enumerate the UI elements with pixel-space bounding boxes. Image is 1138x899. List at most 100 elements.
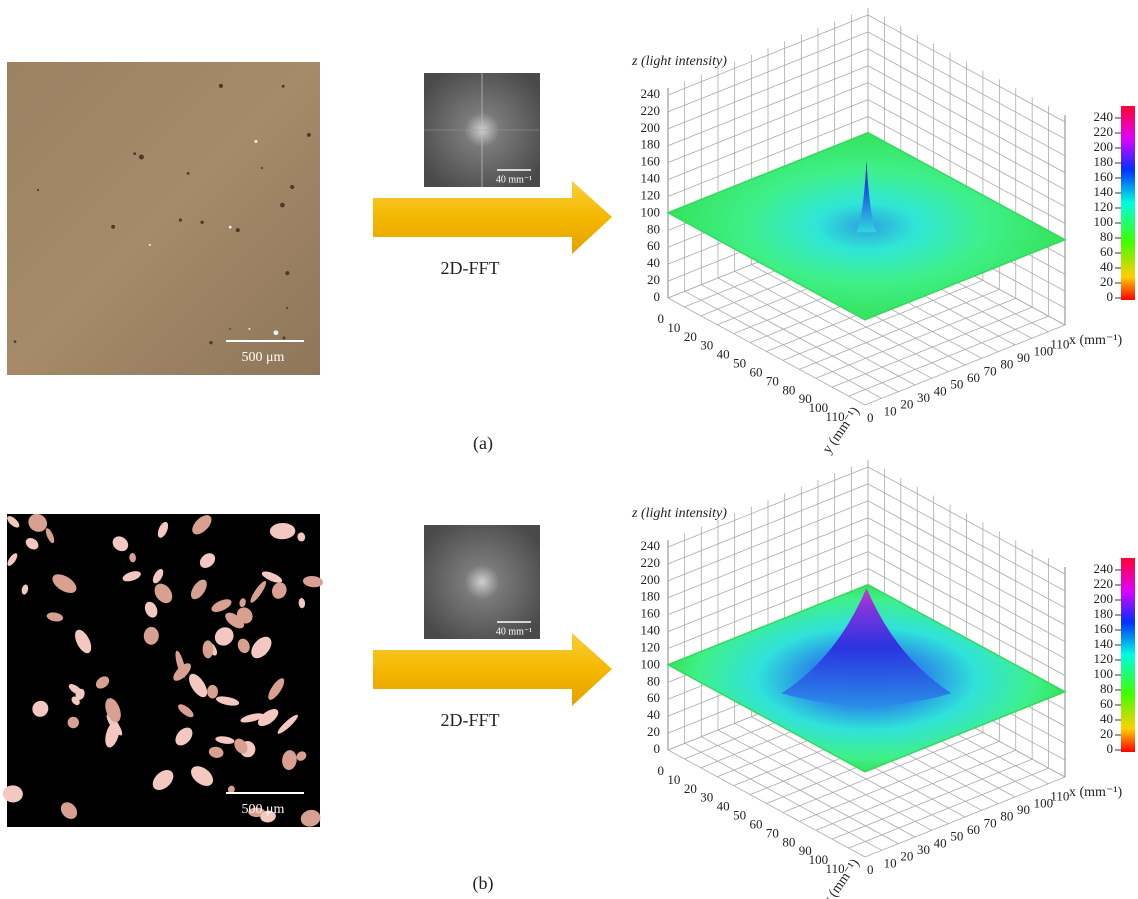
x-tick-label: 60 — [967, 822, 980, 837]
x-tick-label: 70 — [984, 363, 997, 378]
speck — [286, 307, 288, 309]
colorbar-tick-label: 160 — [1094, 621, 1114, 636]
speck — [187, 172, 190, 175]
z-axis-label: z (light intensity) — [631, 506, 727, 521]
y-tick-label: 80 — [782, 382, 795, 397]
x-tick-label: 0 — [867, 410, 874, 425]
y-tick-label: 40 — [717, 799, 730, 814]
x-tick-label: 80 — [1000, 809, 1013, 824]
speck — [280, 203, 285, 208]
colorbar-tick-label: 100 — [1094, 214, 1114, 229]
z-tick-label: 60 — [647, 238, 660, 253]
y-tick-label: 60 — [750, 364, 763, 379]
z-tick-label: 120 — [641, 639, 661, 654]
colorbar-tick-label: 140 — [1094, 184, 1114, 199]
y-tick-label: 0 — [658, 763, 665, 778]
y-tick-label: 50 — [733, 808, 746, 823]
colorbar-tick-label: 200 — [1094, 139, 1114, 154]
colorbar-tick-label: 220 — [1094, 124, 1114, 139]
speck — [285, 271, 289, 275]
x-tick-label: 110 — [1050, 789, 1069, 804]
z-tick-label: 180 — [641, 589, 661, 604]
x-axis-label: x (mm⁻¹) — [1069, 333, 1123, 348]
colorbar-tick-label: 220 — [1094, 576, 1114, 591]
z-tick-label: 80 — [647, 221, 660, 236]
x-tick-label: 0 — [867, 862, 874, 877]
x-tick-label: 50 — [950, 377, 963, 392]
colorbar-tick-label: 60 — [1100, 244, 1113, 259]
speck — [290, 185, 294, 189]
y-tick-label: 30 — [700, 338, 713, 353]
z-tick-label: 140 — [641, 623, 661, 638]
x-tick-label: 30 — [917, 390, 930, 405]
colorbar-tick-label: 0 — [1107, 289, 1114, 304]
colorbar-tick-label: 240 — [1094, 109, 1114, 124]
z-tick-label: 200 — [641, 120, 661, 135]
y-tick-label: 40 — [717, 347, 730, 362]
floor-grid-line — [668, 750, 865, 857]
speck — [219, 84, 223, 88]
colorbar-tick-label: 20 — [1100, 274, 1113, 289]
colorbar-tick-label: 140 — [1094, 636, 1114, 651]
speck — [229, 226, 232, 229]
speck — [307, 133, 311, 137]
z-tick-label: 20 — [647, 724, 660, 739]
z-tick-label: 180 — [641, 137, 661, 152]
speck — [229, 328, 231, 330]
colorbar-tick-label: 40 — [1100, 711, 1113, 726]
speck — [111, 225, 115, 229]
arrow — [373, 633, 612, 706]
arrow — [373, 181, 612, 254]
speck — [133, 152, 136, 155]
caption: (b) — [473, 873, 494, 894]
x-tick-label: 50 — [950, 829, 963, 844]
z-tick-label: 140 — [641, 171, 661, 186]
z-tick-label: 200 — [641, 572, 661, 587]
colorbar-tick-label: 60 — [1100, 696, 1113, 711]
colorbar-tick-label: 160 — [1094, 169, 1114, 184]
figure: 500 μm40 mm⁻¹2D-FFT(a)020406080100120140… — [0, 0, 1138, 899]
z-tick-label: 20 — [647, 272, 660, 287]
y-tick-label: 50 — [733, 356, 746, 371]
speck — [179, 219, 182, 222]
colorbar-tick-label: 200 — [1094, 591, 1114, 606]
z-tick-label: 220 — [641, 103, 661, 118]
z-tick-label: 0 — [654, 289, 661, 304]
panel: 500 μm40 mm⁻¹2D-FFT(a)020406080100120140… — [7, 8, 1135, 457]
arrow-label: 2D-FFT — [440, 710, 499, 730]
z-tick-label: 40 — [647, 255, 660, 270]
colorbar-tick-label: 120 — [1094, 651, 1114, 666]
floor-grid-line — [668, 298, 865, 405]
y-tick-label: 20 — [684, 781, 697, 796]
z-tick-label: 240 — [641, 538, 661, 553]
speck — [261, 167, 263, 169]
x-tick-label: 70 — [984, 815, 997, 830]
colorbar — [1121, 106, 1135, 300]
caption: (a) — [473, 433, 493, 454]
z-tick-label: 60 — [647, 690, 660, 705]
z-tick-label: 100 — [641, 656, 661, 671]
scale-bar-label: 500 μm — [242, 802, 285, 817]
x-tick-label: 10 — [884, 403, 897, 418]
speck — [248, 328, 250, 330]
z-tick-label: 240 — [641, 86, 661, 101]
colorbar-tick-label: 80 — [1100, 229, 1113, 244]
colorbar-tick-label: 20 — [1100, 726, 1113, 741]
x-tick-label: 110 — [1050, 337, 1069, 352]
colorbar-tick-label: 0 — [1107, 741, 1114, 756]
z-tick-label: 80 — [647, 673, 660, 688]
y-tick-label: 80 — [782, 834, 795, 849]
y-tick-label: 20 — [684, 329, 697, 344]
speck — [236, 228, 240, 232]
x-axis-label: x (mm⁻¹) — [1069, 785, 1123, 800]
arrow-label: 2D-FFT — [440, 258, 499, 278]
z-tick-label: 160 — [641, 606, 661, 621]
y-tick-label: 30 — [700, 790, 713, 805]
x-tick-label: 30 — [917, 842, 930, 857]
z-axis-label: z (light intensity) — [631, 54, 727, 69]
colorbar-tick-label: 100 — [1094, 666, 1114, 681]
y-tick-label: 10 — [667, 772, 680, 787]
speck — [200, 221, 203, 224]
fft-scale-label: 40 mm⁻¹ — [496, 626, 532, 637]
colorbar-tick-label: 180 — [1094, 154, 1114, 169]
